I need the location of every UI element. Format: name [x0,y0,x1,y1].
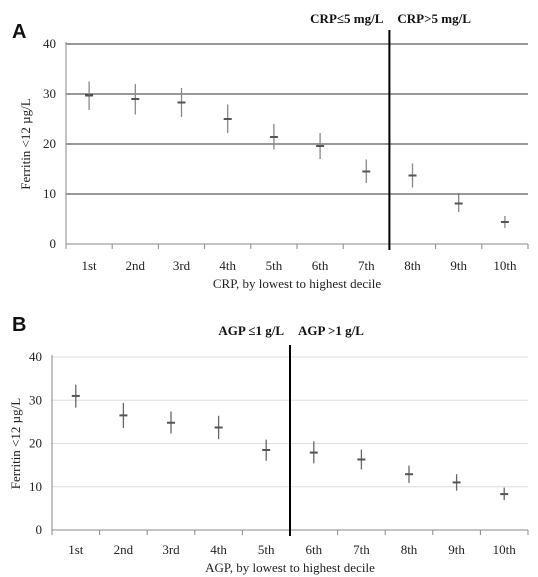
x-tick-label: 4th [210,542,227,557]
y-tick-label: 40 [43,36,56,51]
region-label-low: CRP≤5 mg/L [310,11,384,26]
region-label-low: AGP ≤1 g/L [218,323,284,338]
y-tick-label: 0 [36,522,43,537]
region-label-high: CRP>5 mg/L [397,11,471,26]
x-tick-label: 9th [448,542,465,557]
x-tick-label: 3rd [173,258,191,273]
x-tick-label: 7th [358,258,375,273]
x-tick-label: 9th [450,258,467,273]
y-tick-label: 20 [43,136,56,151]
y-tick-label: 40 [29,349,42,364]
y-tick-label: 30 [43,86,56,101]
x-tick-label: 8th [404,258,421,273]
y-tick-label: 0 [50,236,57,251]
chart-panel-b: B 0 10 20 30 40 1st 2nd 3rd 4th 5th 6th 7th 8th 9th 10t… [8,314,529,575]
y-tick-label: 10 [43,186,56,201]
y-tick-label: 10 [29,479,42,494]
x-tick-label: 3rd [162,542,180,557]
x-tick-label: 10th [493,542,517,557]
x-tick-label: 7th [353,542,370,557]
y-tick-label: 30 [29,392,42,407]
x-tick-label: 4th [219,258,236,273]
x-tick-label: 10th [493,258,517,273]
x-tick-label: 6th [305,542,322,557]
x-tick-label: 6th [312,258,329,273]
panel-label: B [12,314,26,336]
x-tick-label: 2nd [126,258,146,273]
region-label-high: AGP >1 g/L [298,323,364,338]
y-tick-label: 20 [29,436,42,451]
x-tick-label: 1st [82,258,98,273]
x-tick-label: 2nd [114,542,134,557]
x-tick-label: 8th [401,542,418,557]
y-axis-title: Ferritin <12 µg/L [8,398,23,489]
x-tick-label: 1st [68,542,84,557]
x-tick-label: 5th [266,258,283,273]
panel-label: A [12,21,26,43]
x-tick-label: 5th [258,542,275,557]
x-axis-title: CRP, by lowest to highest decile [213,276,382,291]
x-axis-title: AGP, by lowest to highest decile [205,560,375,575]
chart-panel-a: A 0 10 20 30 40 1st 2nd 3rd 4th 5th 6th 7th 8th 9th 10t… [12,11,529,291]
y-axis-title: Ferritin <12 µg/L [18,98,33,189]
